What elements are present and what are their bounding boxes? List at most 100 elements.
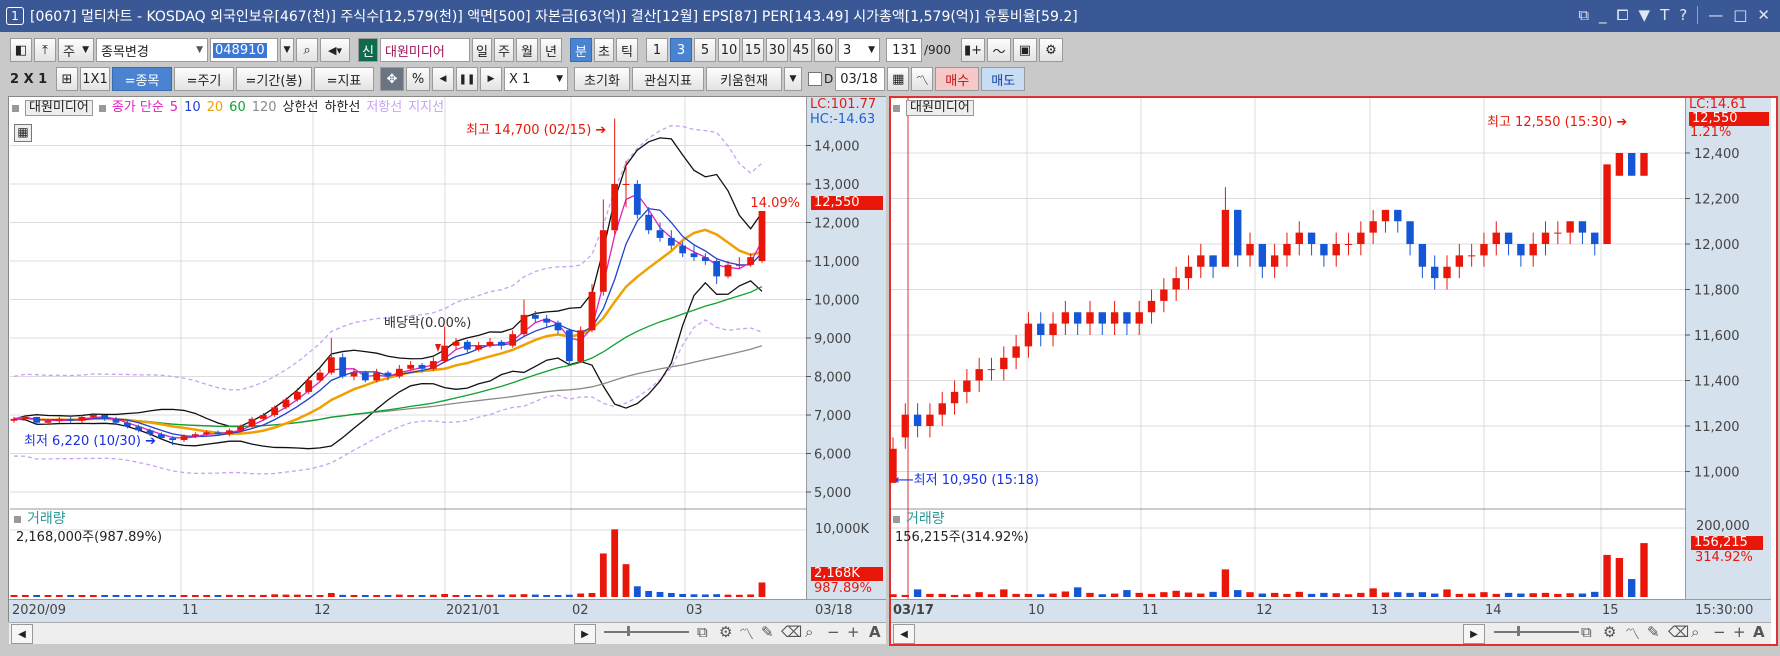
reset-button[interactable]: 초기화 [574, 67, 630, 91]
interval-select[interactable]: 3 ▼ [838, 38, 880, 62]
font-icon[interactable]: T [1660, 6, 1670, 24]
left-price-axis[interactable] [806, 97, 886, 599]
calendar-icon[interactable]: ▦ [887, 67, 910, 91]
auto-scale-icon[interactable]: A [1753, 623, 1765, 641]
scroll-left-icon[interactable]: ◀ [893, 624, 915, 644]
zoom-in-icon[interactable]: + [847, 623, 860, 641]
bar-count-input[interactable]: 131 [886, 38, 922, 62]
scroll-left-icon[interactable]: ◀ [11, 624, 33, 644]
layout-add-icon[interactable]: ⧉ [1581, 623, 1592, 641]
prev-icon[interactable]: ◀ [432, 67, 454, 91]
zoom-out-icon[interactable]: − [827, 623, 840, 641]
stock-name-field[interactable]: 대원미디어 [380, 38, 470, 62]
next-icon[interactable]: ▶ [480, 67, 502, 91]
settings-icon[interactable]: ⚙ [1603, 623, 1617, 641]
maximize-icon[interactable]: □ [1733, 6, 1748, 24]
favorite-indicators-button[interactable]: 관심지표 [632, 67, 704, 91]
minimize-small-icon[interactable]: _ [1599, 6, 1607, 24]
sync-cycle-button[interactable]: =주기 [174, 67, 234, 91]
pause-icon[interactable]: ❚❚ [456, 67, 478, 91]
left-scrollbar[interactable]: ◀ ▶ ⧉ ⚙ 〽 ✎ ⌫ ⌕ − + A [9, 622, 886, 644]
period-week[interactable]: 주 [494, 38, 514, 62]
right-price-axis[interactable] [1685, 98, 1771, 599]
indicator-icon[interactable]: 〽 [1625, 625, 1641, 643]
minute-3[interactable]: 3 [670, 38, 692, 62]
stock-code-input[interactable]: 048910 [210, 38, 278, 62]
copy-icon[interactable]: ⧠ [1616, 6, 1629, 24]
search-icon[interactable]: ⌕ [296, 38, 318, 62]
date-checkbox[interactable] [808, 72, 822, 86]
sell-button[interactable]: 매도 [981, 67, 1026, 91]
legend-ma10[interactable]: 10 [184, 100, 201, 115]
sync-period-button[interactable]: =기간(봉) [236, 67, 312, 91]
period-second[interactable]: 초 [594, 38, 614, 62]
market-select[interactable]: 주 ▼ [58, 38, 94, 62]
minute-1[interactable]: 1 [646, 38, 668, 62]
period-tick[interactable]: 틱 [616, 38, 638, 62]
eraser-icon[interactable]: ⌫ [781, 623, 803, 641]
zoom-out-icon[interactable]: − [1713, 623, 1726, 641]
eraser-icon[interactable]: ⌫ [1668, 623, 1690, 641]
indicator-icon[interactable]: 〽 [739, 625, 755, 643]
add-candle-icon[interactable]: ▮+ [960, 38, 985, 62]
legend-upper-band[interactable]: 상한선 [282, 100, 319, 115]
draw-tool-icon[interactable]: ✎ [761, 623, 774, 641]
sync-indicator-button[interactable]: =지표 [314, 67, 374, 91]
legend-resistance[interactable]: 저항선 [366, 100, 403, 115]
add-line-icon[interactable]: 〜 [986, 38, 1011, 62]
sound-icon[interactable]: ◀▾ [320, 38, 350, 62]
chart-tool-icon[interactable]: 〽 [911, 67, 934, 91]
restore-icon[interactable]: ⧉ [1578, 6, 1590, 24]
sync-stock-button[interactable]: =종목 [112, 67, 172, 91]
zoom-slider-handle[interactable] [1517, 626, 1520, 636]
save-icon[interactable]: ▣ [1012, 38, 1037, 62]
legend-ma20[interactable]: 20 [206, 100, 224, 115]
left-stock-label[interactable]: 대원미디어 [25, 100, 93, 116]
zoom-slider[interactable] [604, 631, 689, 633]
settings-gear-icon[interactable]: ⚙ [1038, 38, 1063, 62]
stock-change-select[interactable]: 종목변경 ▼ [96, 38, 208, 62]
close-icon[interactable]: ✕ [1757, 6, 1770, 24]
buy-button[interactable]: 매수 [935, 67, 980, 91]
zoom-icon[interactable]: ⌕ [1691, 623, 1700, 641]
minute-30[interactable]: 30 [766, 38, 788, 62]
right-chart-panel[interactable] [889, 96, 1778, 646]
period-minute[interactable]: 분 [570, 38, 592, 62]
code-dropdown-icon[interactable]: ▼ [280, 38, 294, 62]
kiwoom-dropdown-icon[interactable]: ▼ [784, 67, 802, 91]
legend-ma60[interactable]: 60 [229, 100, 246, 115]
minute-10[interactable]: 10 [718, 38, 740, 62]
right-scrollbar[interactable]: ◀ ▶ ⧉ ⚙ 〽 ✎ ⌫ ⌕ − + A [891, 622, 1771, 644]
legend-price-type[interactable]: 종가 단순 [111, 100, 164, 115]
draw-tool-icon[interactable]: ✎ [1647, 623, 1660, 641]
right-stock-label[interactable]: 대원미디어 [906, 100, 974, 116]
multiplier-select[interactable]: X 1 ▼ [504, 67, 568, 91]
help-icon[interactable]: ? [1679, 6, 1688, 24]
data-table-icon[interactable]: ▦ [14, 124, 32, 142]
legend-lower-band[interactable]: 하한선 [324, 100, 361, 115]
zoom-slider-handle[interactable] [627, 626, 630, 636]
layout-icon[interactable]: ◧ [10, 38, 32, 62]
minute-60[interactable]: 60 [814, 38, 836, 62]
legend-support[interactable]: 지지선 [408, 100, 445, 115]
date-input[interactable]: 03/18 [835, 67, 886, 91]
zoom-slider[interactable] [1494, 631, 1579, 633]
move-icon[interactable]: ✥ [380, 67, 404, 91]
minute-15[interactable]: 15 [742, 38, 764, 62]
auto-scale-icon[interactable]: A [869, 623, 881, 641]
right-volume-title[interactable]: 거래량 [906, 511, 945, 527]
one-by-one-button[interactable]: 1X1 [80, 67, 110, 91]
legend-ma120[interactable]: 120 [251, 100, 277, 115]
zoom-icon[interactable]: ⌕ [805, 623, 814, 641]
zoom-in-icon[interactable]: + [1733, 623, 1746, 641]
legend-ma5[interactable]: 5 [169, 100, 179, 115]
minimize-icon[interactable]: — [1708, 6, 1724, 24]
period-day[interactable]: 일 [472, 38, 492, 62]
grid-layout-icon[interactable]: ⊞ [56, 67, 78, 91]
kiwoom-now-button[interactable]: 키움현재 [706, 67, 782, 91]
pin-top-icon[interactable]: ⤒ [34, 38, 56, 62]
percent-button[interactable]: % [406, 67, 430, 91]
period-month[interactable]: 월 [516, 38, 538, 62]
minute-45[interactable]: 45 [790, 38, 812, 62]
scroll-right-icon[interactable]: ▶ [574, 624, 596, 644]
